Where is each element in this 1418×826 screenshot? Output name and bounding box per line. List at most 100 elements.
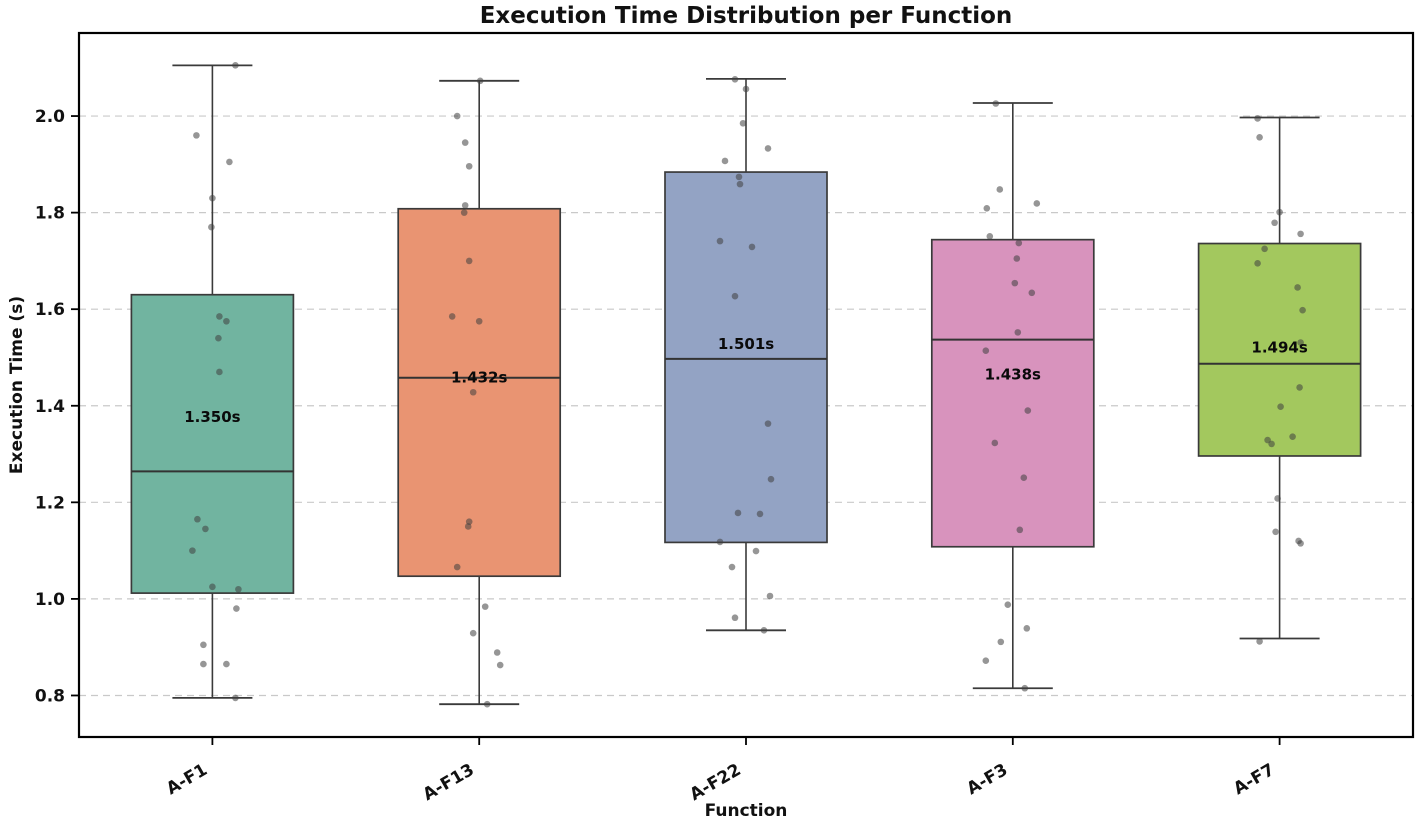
scatter-point [232, 694, 239, 702]
scatter-point [1013, 255, 1021, 262]
scatter-point [728, 563, 736, 571]
scatter-point [736, 180, 744, 188]
box-A-F13 [397, 207, 562, 578]
scatter-point [1015, 239, 1023, 247]
scatter-point [464, 523, 472, 530]
scatter-point [1261, 245, 1268, 253]
scatter-point [1023, 625, 1031, 632]
scatter-point [1272, 528, 1279, 536]
scatter-point [209, 583, 216, 591]
scatter-point [475, 317, 483, 325]
scatter-point [760, 626, 768, 634]
scatter-point [983, 204, 991, 212]
scatter-point [742, 85, 750, 93]
scatter-point [996, 186, 1004, 193]
scatter-point [1289, 433, 1296, 440]
scatter-point [739, 119, 747, 127]
scatter-point [476, 77, 484, 85]
mean-label: 1.494s [1251, 338, 1307, 356]
scatter-point [453, 563, 461, 571]
scatter-point [748, 243, 756, 251]
scatter-point [764, 145, 772, 152]
scatter-point [209, 194, 216, 202]
x-tick-label: A-F7 [1230, 760, 1278, 799]
scatter-point [735, 173, 743, 181]
scatter-point [1011, 279, 1019, 287]
scatter-point [493, 649, 501, 656]
scatter-point [756, 510, 764, 518]
x-tick-label: A-F3 [963, 760, 1011, 799]
scatter-point [764, 420, 772, 427]
scatter-point [1256, 638, 1263, 645]
scatter-point [1021, 684, 1029, 692]
scatter-point [1271, 219, 1278, 227]
y-axis-label: Execution Time (s) [7, 296, 27, 474]
scatter-point [731, 76, 739, 83]
scatter-point [992, 100, 1000, 107]
scatter-point [223, 660, 230, 668]
scatter-point [232, 62, 239, 69]
scatter-point [469, 388, 477, 396]
plot-border [77, 31, 1415, 739]
scatter-point [465, 162, 473, 170]
y-tick-label: 1.6 [35, 300, 65, 320]
y-tick-label: 1.2 [35, 493, 65, 513]
scatter-point [189, 547, 196, 554]
scatter-point [481, 603, 489, 610]
scatter-point [1297, 230, 1304, 238]
scatter-point [1020, 474, 1028, 482]
scatter-point [453, 112, 461, 120]
scatter-point [216, 313, 223, 320]
box-A-F22 [664, 171, 828, 544]
scatter-point [208, 223, 215, 231]
y-tick-label: 1.0 [35, 590, 65, 610]
scatter-point [1276, 208, 1283, 216]
scatter-point [752, 547, 760, 555]
scatter-point [233, 605, 240, 612]
x-tick-label: A-F22 [686, 760, 744, 805]
x-axis-label: Function [705, 801, 788, 821]
scatter-point [1014, 329, 1022, 336]
mean-label: 1.350s [184, 408, 240, 426]
box-A-F1 [130, 293, 295, 594]
scatter-point [235, 585, 242, 593]
scatter-point [461, 139, 469, 146]
scatter-point [1297, 339, 1304, 346]
scatter-point [460, 209, 468, 216]
scatter-point [997, 638, 1005, 646]
scatter-point [226, 158, 233, 166]
scatter-point [1274, 495, 1281, 502]
box-A-F7 [1197, 242, 1362, 457]
scatter-point [200, 660, 207, 668]
scatter-point [734, 509, 742, 517]
scatter-point [194, 515, 201, 523]
scatter-point [215, 334, 222, 342]
scatter-point [982, 657, 990, 665]
y-tick-label: 2.0 [35, 107, 65, 127]
y-tick-labels: 0.8 1.0 1.2 1.4 1.6 1.8 2.0 [35, 107, 79, 706]
x-tick-label: A-F13 [420, 760, 478, 805]
scatter-point [716, 237, 724, 245]
scatter-point [986, 232, 994, 240]
scatter-point [200, 641, 207, 649]
scatter-point [721, 157, 729, 165]
scatter-point [1254, 260, 1261, 267]
chart-title: Execution Time Distribution per Function [480, 3, 1013, 29]
scatter-point [216, 368, 223, 376]
scatter-point [1277, 403, 1284, 411]
scatter-point [1256, 133, 1263, 141]
box-A-F3 [930, 238, 1095, 548]
scatter-point [1004, 601, 1012, 608]
x-tick-labels: A-F1 A-F13 A-F22 A-F3 A-F7 [163, 737, 1281, 805]
scatter-point [1297, 540, 1304, 547]
scatter-point [469, 629, 477, 637]
scatter-point [1268, 440, 1275, 448]
scatter-point [1296, 384, 1303, 391]
scatter-point [1033, 200, 1041, 207]
scatter-point [193, 132, 200, 139]
scatter-point [991, 439, 999, 447]
scatter-points [189, 62, 1306, 708]
scatter-point [1016, 526, 1024, 534]
